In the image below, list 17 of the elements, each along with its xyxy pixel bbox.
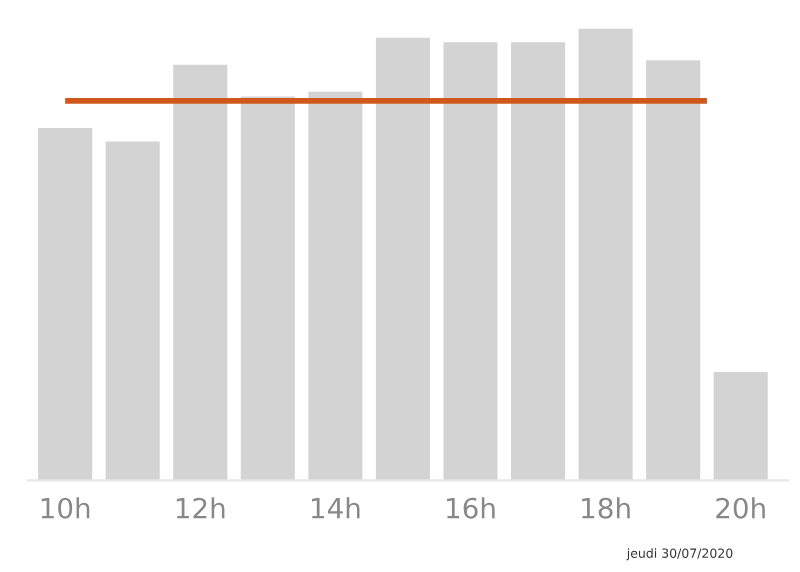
bar [713, 372, 768, 481]
x-tick-label: 10h [41, 497, 90, 519]
bar [511, 42, 566, 481]
x-tick-label: 16h [447, 497, 495, 519]
bar [443, 42, 498, 481]
bar [38, 128, 93, 481]
bar [578, 28, 633, 481]
bar [646, 60, 701, 481]
x-tick-label: 20h [716, 497, 765, 519]
bar [173, 64, 228, 481]
x-tick-label: 12h [176, 497, 225, 519]
x-tick-label: 18h [582, 497, 630, 519]
bar [105, 141, 160, 481]
bar [308, 91, 363, 481]
bar [375, 37, 430, 481]
bar [240, 96, 295, 481]
x-tick-label: 14h [311, 497, 360, 519]
